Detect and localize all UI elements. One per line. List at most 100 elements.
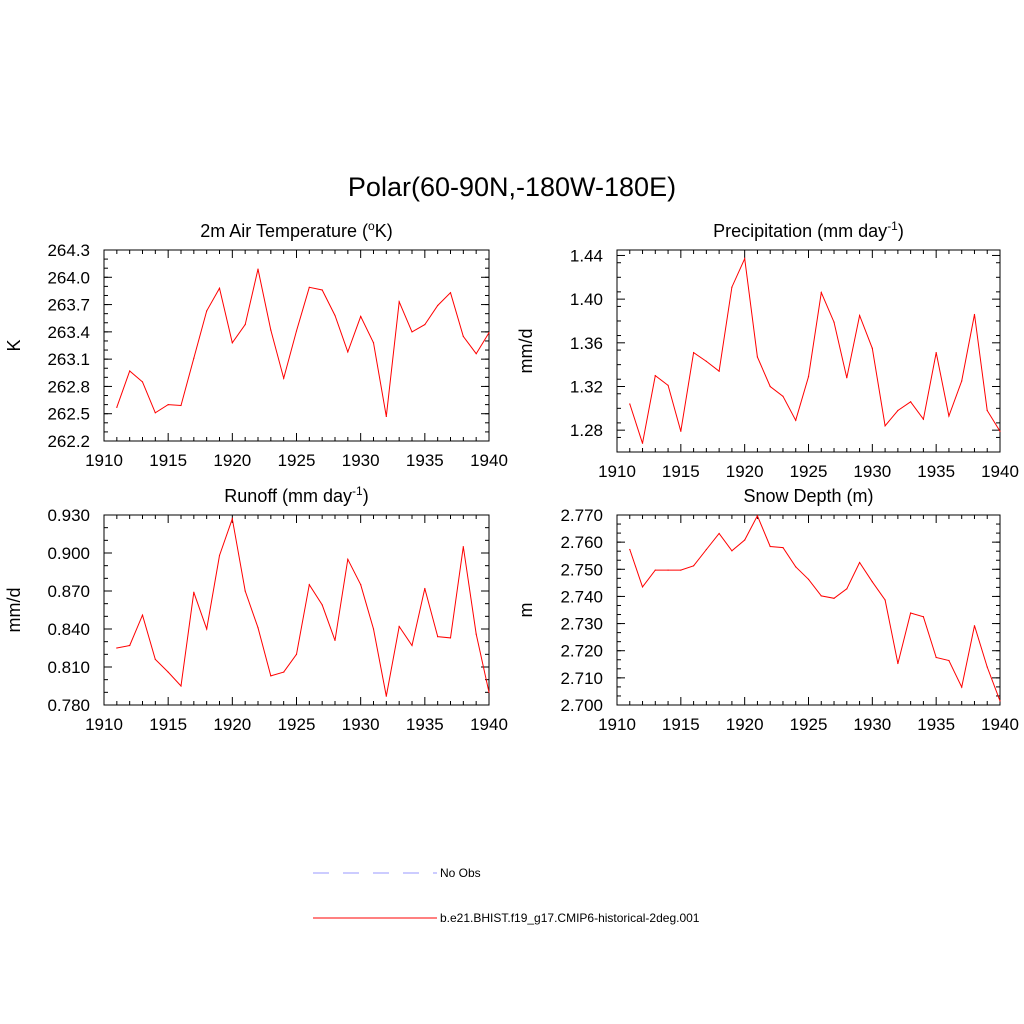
data-point <box>871 347 873 349</box>
data-point <box>449 292 452 294</box>
x-tick-label: 1930 <box>853 715 891 734</box>
data-point <box>731 550 733 552</box>
data-point <box>308 584 310 586</box>
data-point <box>858 561 861 564</box>
data-point <box>334 314 336 317</box>
data-point <box>910 401 912 403</box>
data-point <box>154 412 156 414</box>
data-point <box>795 566 797 568</box>
x-tick-label: 1920 <box>213 451 251 470</box>
x-tick-label: 1940 <box>470 715 508 734</box>
y-axis-label: m <box>516 603 536 618</box>
data-point <box>718 370 720 372</box>
data-point <box>820 291 822 294</box>
data-point <box>488 332 490 334</box>
data-point <box>206 628 208 630</box>
panel-title: Snow Depth (m) <box>743 486 873 506</box>
data-point <box>231 518 233 520</box>
x-tick-label: 1910 <box>85 451 123 470</box>
data-point <box>154 658 156 661</box>
x-tick-label: 1920 <box>213 715 251 734</box>
data-point <box>347 558 349 560</box>
y-tick-label: 1.28 <box>570 421 603 440</box>
data-point <box>654 569 656 571</box>
data-point <box>973 313 976 316</box>
data-point <box>129 370 131 372</box>
y-tick-label: 264.0 <box>47 268 90 287</box>
legend: No Obs b.e21.BHIST.f19_g17.CMIP6-histori… <box>313 866 700 925</box>
data-point <box>871 581 873 583</box>
data-point <box>295 330 298 332</box>
data-point <box>424 587 426 590</box>
y-tick-label: 263.7 <box>47 296 90 315</box>
data-point <box>424 323 426 326</box>
y-axis-label: mm/d <box>4 588 24 633</box>
x-tick-label: 1915 <box>662 462 700 481</box>
x-tick-label: 1935 <box>406 715 444 734</box>
data-point <box>270 329 272 331</box>
data-point <box>935 656 937 659</box>
y-tick-label: 2.750 <box>560 560 603 579</box>
data-point <box>641 586 644 588</box>
data-point <box>218 554 221 557</box>
y-tick-label: 2.720 <box>560 642 603 661</box>
data-point <box>884 599 886 601</box>
data-point <box>180 685 182 687</box>
data-point <box>308 286 310 288</box>
y-tick-label: 262.5 <box>47 405 90 424</box>
data-point <box>398 625 400 628</box>
data-point <box>961 686 963 688</box>
data-point <box>116 406 118 408</box>
data-point <box>116 647 118 649</box>
panel-snow-depth: Snow Depth (m) m 1910 1915 1920 1925 1930 1935 1… <box>516 486 1019 734</box>
data-point <box>680 430 682 432</box>
legend-label-model-run: b.e21.BHIST.f19_g17.CMIP6-historical-2de… <box>440 911 700 925</box>
y-tick-label: 2.700 <box>560 696 603 715</box>
data-point <box>858 314 861 317</box>
y-tick-label: 1.40 <box>570 290 603 309</box>
data-point <box>999 700 1001 702</box>
figure-title: Polar(60-90N,-180W-180E) <box>348 172 676 202</box>
y-tick-label: 2.760 <box>560 533 603 552</box>
x-tick-label: 1925 <box>790 715 828 734</box>
data-point <box>475 633 477 635</box>
legend-item-no-obs: No Obs <box>313 866 481 880</box>
data-point <box>488 691 490 693</box>
y-tick-label: 1.32 <box>570 377 603 396</box>
data-point <box>462 546 464 548</box>
data-point <box>654 374 656 377</box>
data-point <box>129 644 131 647</box>
x-tick-label: 1920 <box>726 715 764 734</box>
data-point <box>372 342 375 344</box>
panel-title: Precipitation (mm day-1) <box>713 219 904 241</box>
y-tick-label: 262.8 <box>47 377 90 396</box>
data-point <box>360 584 362 586</box>
data-point <box>922 616 925 618</box>
x-tick-label: 1940 <box>470 451 508 470</box>
data-point <box>411 644 413 647</box>
data-point <box>961 380 963 382</box>
series-line <box>116 516 490 697</box>
data-point <box>475 353 477 355</box>
plot-frame <box>616 514 1001 706</box>
panel-title: Runoff (mm day-1) <box>224 484 368 506</box>
data-point <box>846 377 848 379</box>
data-point <box>206 310 208 312</box>
data-point <box>795 419 797 421</box>
x-tick-label: 1935 <box>406 451 444 470</box>
plot-frame <box>103 514 490 706</box>
y-tick-label: 0.780 <box>47 696 90 715</box>
data-point <box>283 377 285 379</box>
data-point <box>360 315 362 317</box>
y-tick-label: 2.710 <box>560 669 603 688</box>
data-point <box>372 628 375 630</box>
data-point <box>744 539 746 541</box>
x-tick-label: 1920 <box>726 462 764 481</box>
data-point <box>680 569 682 571</box>
x-tick-label: 1915 <box>149 715 187 734</box>
data-point <box>897 409 899 412</box>
data-point <box>897 662 899 665</box>
y-tick-label: 0.900 <box>47 544 90 563</box>
data-point <box>769 385 771 388</box>
